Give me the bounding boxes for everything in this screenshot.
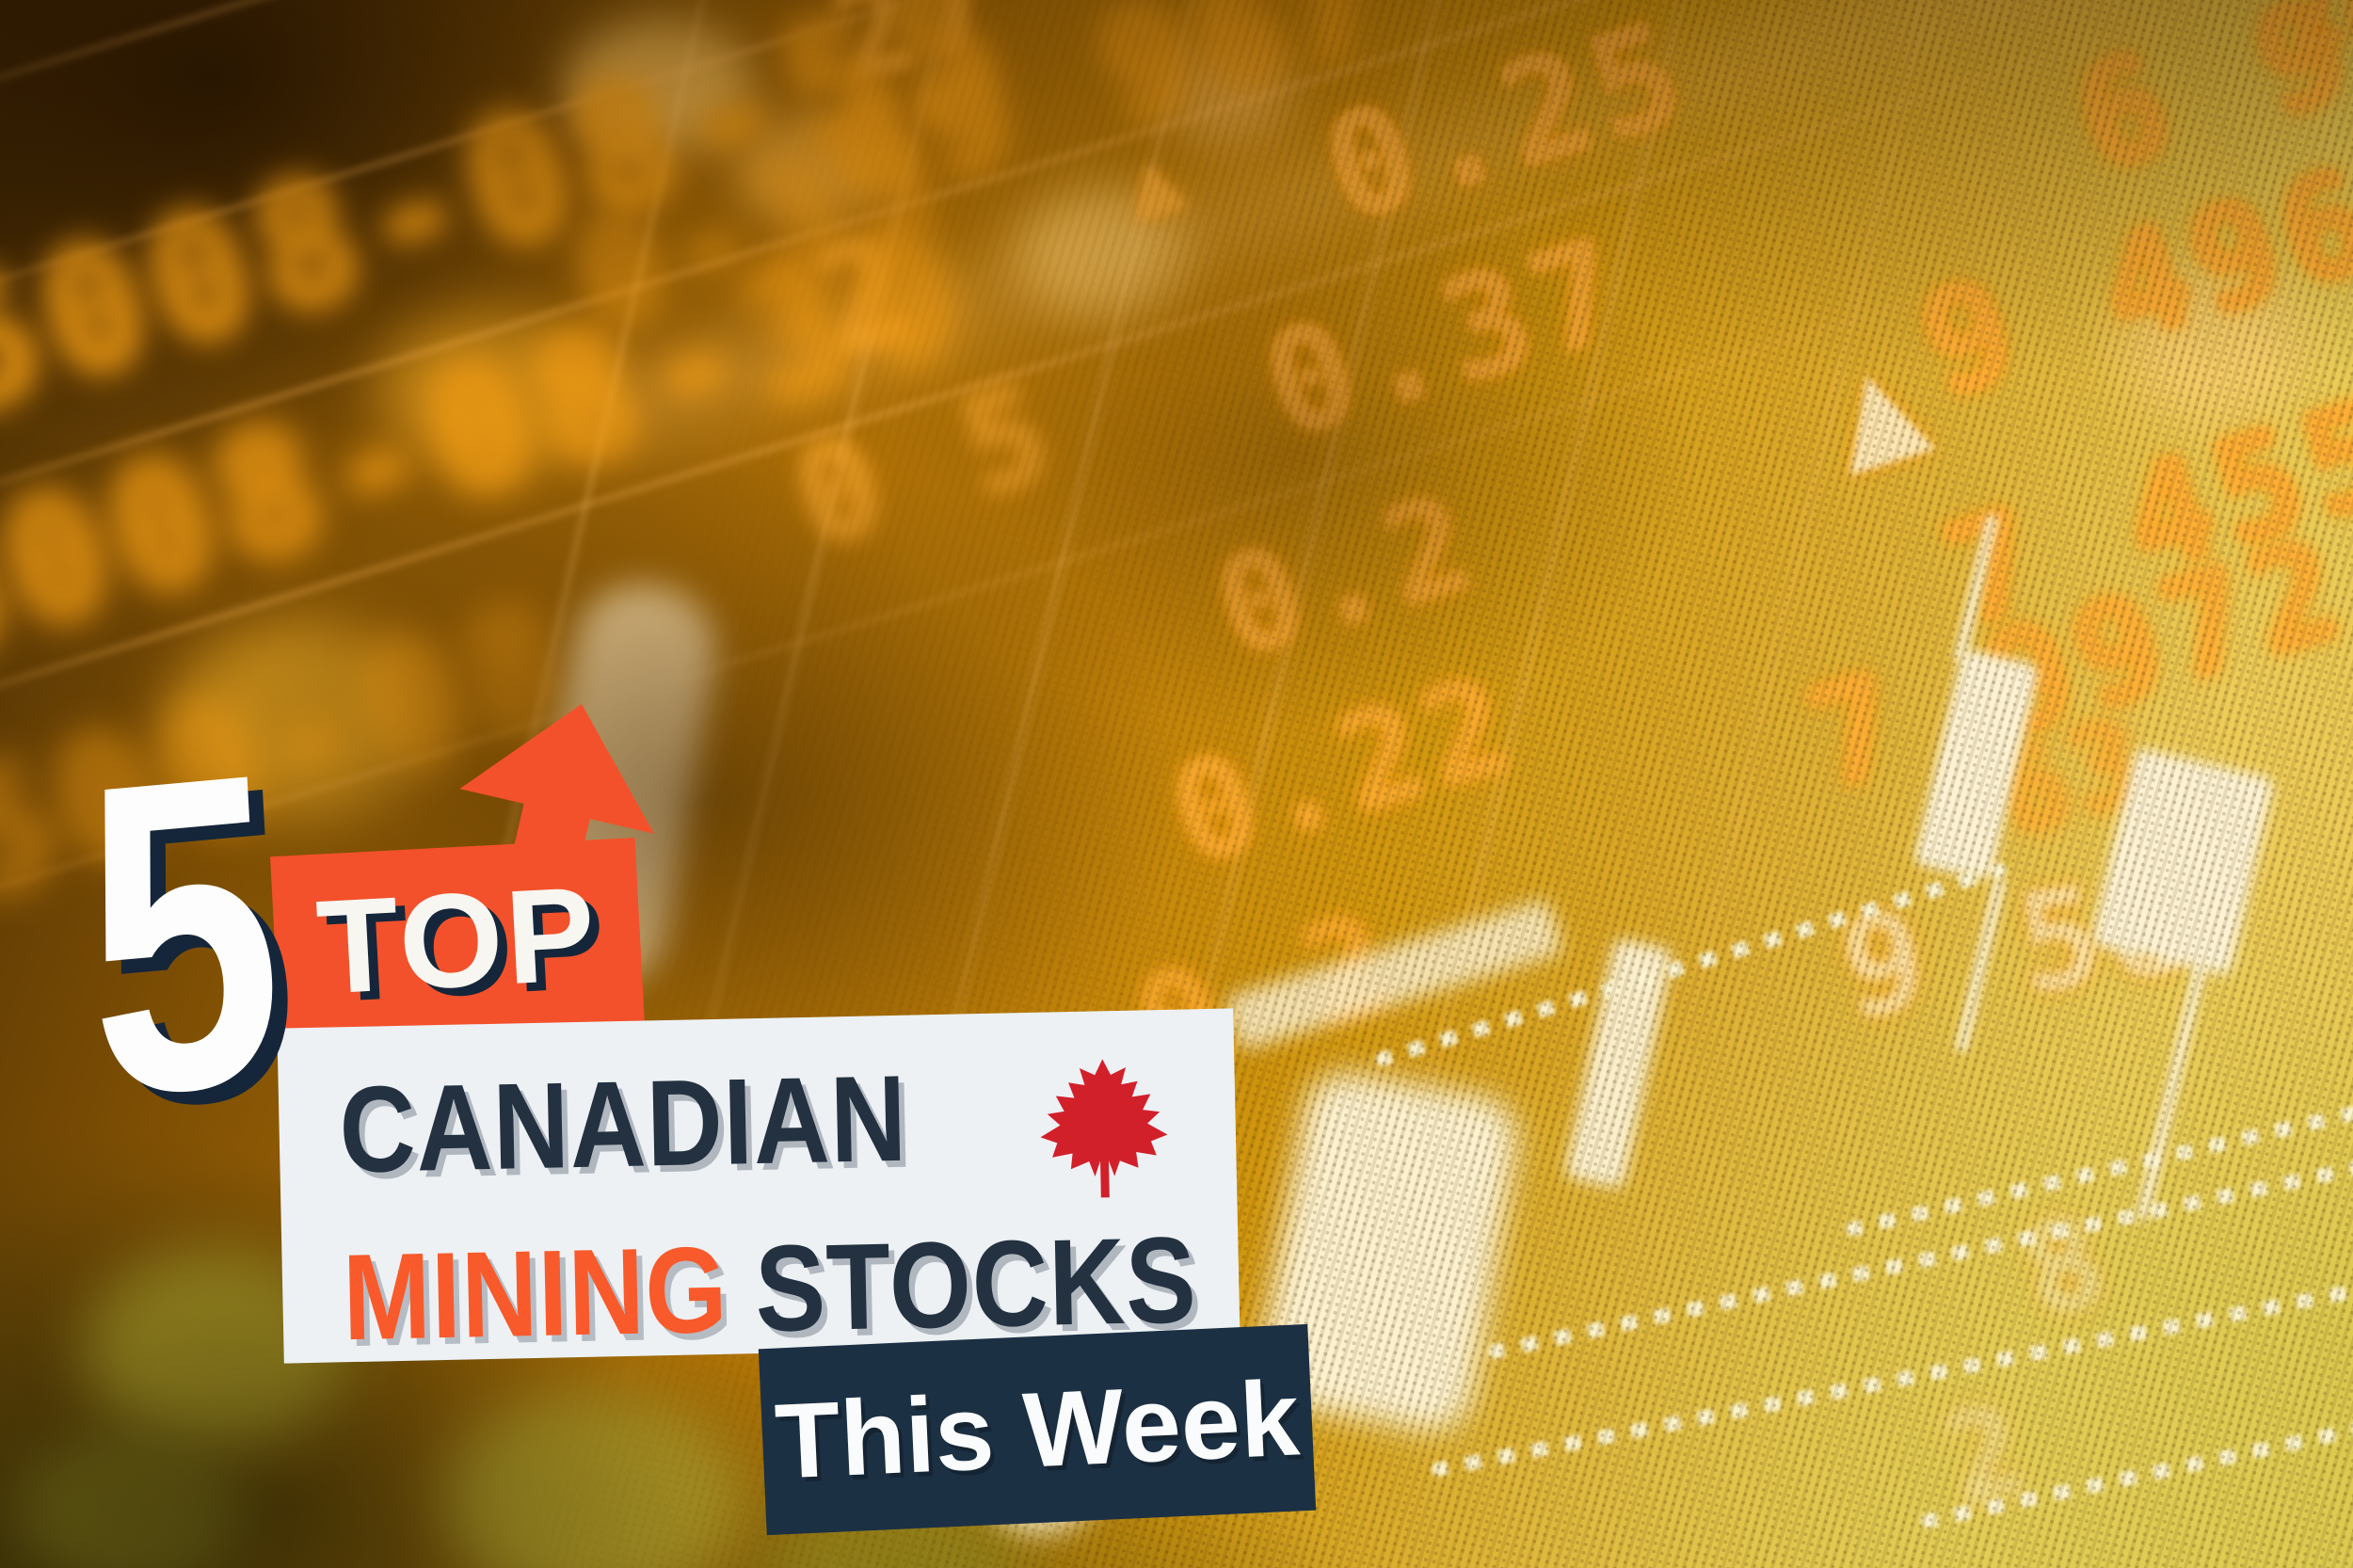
- maple-leaf-icon: [1040, 1059, 1168, 1198]
- dotted-trend-line: [1920, 1413, 2353, 1529]
- big-number: 5: [73, 679, 293, 1190]
- candle-wick: [1954, 875, 2008, 1054]
- week-badge: This Week: [758, 1323, 1317, 1536]
- title-line-1: CANADIAN: [338, 1049, 1237, 1221]
- candle-wick: [1953, 513, 1999, 664]
- week-badge-label: This Week: [772, 1357, 1302, 1501]
- title-line1-text: CANADIAN: [338, 1048, 909, 1199]
- top-badge-label: TOP: [312, 858, 602, 1023]
- dotted-trend-line: [1431, 1266, 2353, 1478]
- candlestick: [2089, 746, 2276, 977]
- candlestick: [1913, 648, 2041, 882]
- top-badge: TOP: [270, 837, 645, 1046]
- title-panel: CANADIAN MINING STOCKS: [277, 1008, 1241, 1366]
- title-line2-mining: MINING: [341, 1220, 729, 1367]
- candle-wick: [2135, 962, 2208, 1222]
- bright-band: [1224, 898, 1564, 1052]
